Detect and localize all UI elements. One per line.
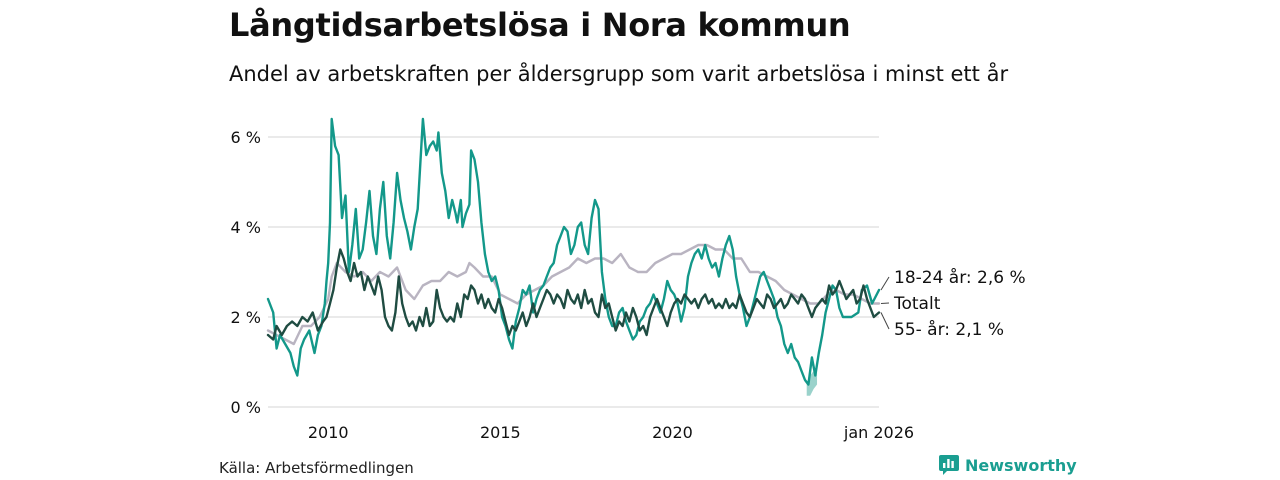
series-line-older (266, 248, 881, 341)
label-leader-older (880, 312, 890, 330)
end-label-older: 55- år: 2,1 % (894, 319, 1004, 340)
chart-title: Långtidsarbetslösa i Nora kommun (229, 6, 851, 44)
confidence-bands (806, 371, 818, 396)
series-lines (266, 117, 881, 386)
series-line-total (266, 243, 881, 346)
source-note: Källa: Arbetsförmedlingen (219, 459, 414, 477)
chart-subtitle: Andel av arbetskraften per åldersgrupp s… (229, 62, 1009, 86)
end-label-youth: 18-24 år: 2,6 % (894, 267, 1026, 288)
x-tick-label: 2020 (652, 423, 693, 442)
y-tick-label: 2 % (231, 308, 261, 327)
y-tick-label: 6 % (231, 128, 261, 147)
x-tick-label: jan 2026 (843, 423, 914, 442)
brand-logo[interactable]: Newsworthy (939, 455, 1077, 475)
label-leader-youth (880, 276, 890, 291)
youth-uncertainty-band (806, 371, 818, 396)
newsworthy-logo-icon (939, 455, 959, 475)
x-tick-label: 2015 (480, 423, 521, 442)
brand-name: Newsworthy (965, 455, 1077, 475)
end-labels: 18-24 år: 2,6 % Totalt 55- år: 2,1 % (880, 267, 1026, 340)
axis-labels: 0 % 2 % 4 % 6 % 2010 2015 2020 jan 2026 (231, 128, 915, 442)
series-line-youth (266, 117, 881, 386)
end-label-total: Totalt (893, 294, 941, 314)
y-tick-label: 4 % (231, 218, 261, 237)
x-tick-label: 2010 (308, 423, 349, 442)
label-leader-total (880, 302, 890, 304)
y-tick-label: 0 % (231, 398, 261, 417)
